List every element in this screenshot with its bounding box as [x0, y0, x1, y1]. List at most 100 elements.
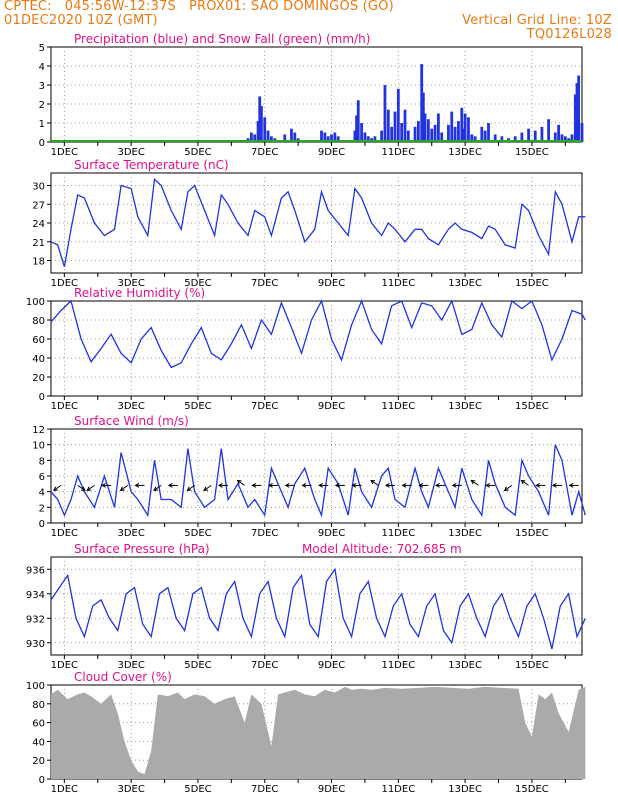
panel-title: Surface Temperature (nC)	[74, 158, 229, 172]
wind-arrow	[203, 484, 212, 491]
wind-arrow	[535, 483, 546, 488]
y-tick-label: 4	[39, 488, 45, 499]
wind-arrow-head	[418, 483, 424, 488]
panel-rh: 0 20 40 60 80 100 1DEC 3DEC 5DEC 7DEC 9DEC 11DEC 13D…	[26, 286, 586, 412]
x-tick-label: 7DEC	[251, 147, 278, 158]
wind-arrow	[351, 483, 362, 488]
precip-bar	[527, 128, 530, 142]
precip-bar	[366, 136, 370, 142]
precip-bar	[353, 130, 357, 142]
x-tick-label: 3DEC	[117, 278, 144, 289]
precip-bar	[390, 126, 394, 142]
x-tick-label: 11DEC	[381, 528, 415, 539]
precip-bar	[253, 134, 257, 142]
precip-bar	[393, 111, 397, 142]
panel-precip: 0 1 2 3 4 5 1DEC 3DEC 5DEC 7DEC 9DEC 11DEC 13DEC 15DE…	[39, 32, 584, 158]
panel-title: Relative Humidity (%)	[74, 286, 205, 300]
precip-bar	[373, 136, 377, 142]
x-tick-label: 11DEC	[381, 784, 415, 795]
y-tick-label: 30	[32, 182, 45, 193]
precip-bar	[323, 132, 327, 142]
precip-bar	[423, 113, 427, 142]
x-tick-label: 15DEC	[515, 278, 549, 289]
x-tick-label: 9DEC	[318, 278, 345, 289]
x-tick-label: 7DEC	[251, 528, 278, 539]
precip-bar	[256, 121, 260, 142]
x-tick-label: 15DEC	[515, 528, 549, 539]
x-tick-label: 9DEC	[318, 784, 345, 795]
precip-bar	[520, 132, 524, 142]
y-tick-label: 80	[32, 700, 45, 711]
y-tick-label: 60	[32, 335, 45, 346]
panel-cloud: 0 20 40 60 80 100 1DEC 3DEC 5DEC 7DEC 9DEC 11DEC 13D…	[26, 670, 586, 795]
series-line	[50, 444, 586, 518]
precip-bar	[437, 113, 440, 142]
y-tick-label: 1	[39, 119, 45, 130]
y-tick-label: 932	[26, 614, 45, 625]
wind-arrow	[370, 479, 379, 486]
y-tick-label: 20	[32, 756, 45, 767]
precip-bar	[570, 134, 574, 142]
x-tick-label: 13DEC	[448, 401, 482, 412]
precip-bar	[533, 130, 537, 142]
x-tick-label: 1DEC	[51, 528, 78, 539]
wind-arrow	[568, 483, 579, 488]
precip-bar	[290, 128, 293, 142]
precip-bar	[360, 123, 363, 142]
precip-bar	[493, 134, 497, 142]
x-tick-label: 13DEC	[448, 147, 482, 158]
panel-frame	[50, 46, 583, 143]
precip-bar	[487, 123, 490, 142]
precip-bar	[363, 132, 367, 142]
wind-arrow-head	[236, 479, 242, 485]
y-tick-label: 6	[39, 472, 45, 483]
header-date: 01DEC2020 10Z (GMT)	[4, 13, 158, 28]
wind-arrow-shaft	[53, 484, 62, 491]
y-tick-label: 0	[39, 775, 45, 786]
y-tick-label: 934	[26, 590, 45, 601]
x-tick-label: 13DEC	[448, 784, 482, 795]
y-tick-label: 27	[32, 200, 45, 211]
wind-arrow-head	[318, 483, 323, 488]
x-tick-label: 11DEC	[381, 278, 415, 289]
wind-arrow-head	[370, 479, 376, 485]
precip-bar	[326, 136, 330, 142]
wind-arrow-head	[551, 483, 557, 488]
precip-bar	[403, 109, 407, 142]
wind-arrow-head	[301, 483, 307, 488]
precip-bar	[396, 88, 400, 142]
precip-bar	[575, 83, 579, 142]
x-tick-label: 5DEC	[184, 784, 211, 795]
x-tick-label: 13DEC	[448, 278, 482, 289]
x-tick-label: 3DEC	[117, 147, 144, 158]
y-tick-label: 2	[39, 100, 45, 111]
x-tick-label: 7DEC	[251, 278, 278, 289]
precip-bar	[416, 121, 420, 142]
x-tick-label: 5DEC	[184, 278, 211, 289]
precip-bar	[463, 113, 467, 142]
x-tick-label: 1DEC	[51, 660, 78, 671]
wind-arrow-head	[80, 486, 86, 491]
y-tick-label: 21	[32, 238, 45, 249]
wind-arrow-head	[334, 483, 340, 488]
y-tick-label: 100	[26, 681, 45, 692]
precip-bar	[473, 136, 477, 142]
y-tick-label: 40	[32, 737, 45, 748]
wind-arrow	[485, 483, 496, 488]
x-tick-label: 3DEC	[117, 401, 144, 412]
wind-arrow-head	[268, 483, 273, 488]
wind-arrow	[470, 479, 479, 486]
wind-arrow-head	[485, 483, 490, 488]
wind-arrow-shaft	[86, 484, 95, 491]
wind-arrow	[284, 483, 295, 488]
panel-frame	[50, 428, 583, 524]
panel-extra-label: Model Altitude: 702.685 m	[302, 542, 462, 556]
x-tick-label: 7DEC	[251, 660, 278, 671]
panel-title: Surface Pressure (hPa)	[74, 542, 210, 556]
precip-bar	[430, 128, 434, 142]
x-tick-label: 3DEC	[117, 528, 144, 539]
precip-bar	[460, 107, 464, 142]
wind-arrow-shaft	[187, 484, 195, 491]
wind-arrow	[520, 479, 529, 486]
